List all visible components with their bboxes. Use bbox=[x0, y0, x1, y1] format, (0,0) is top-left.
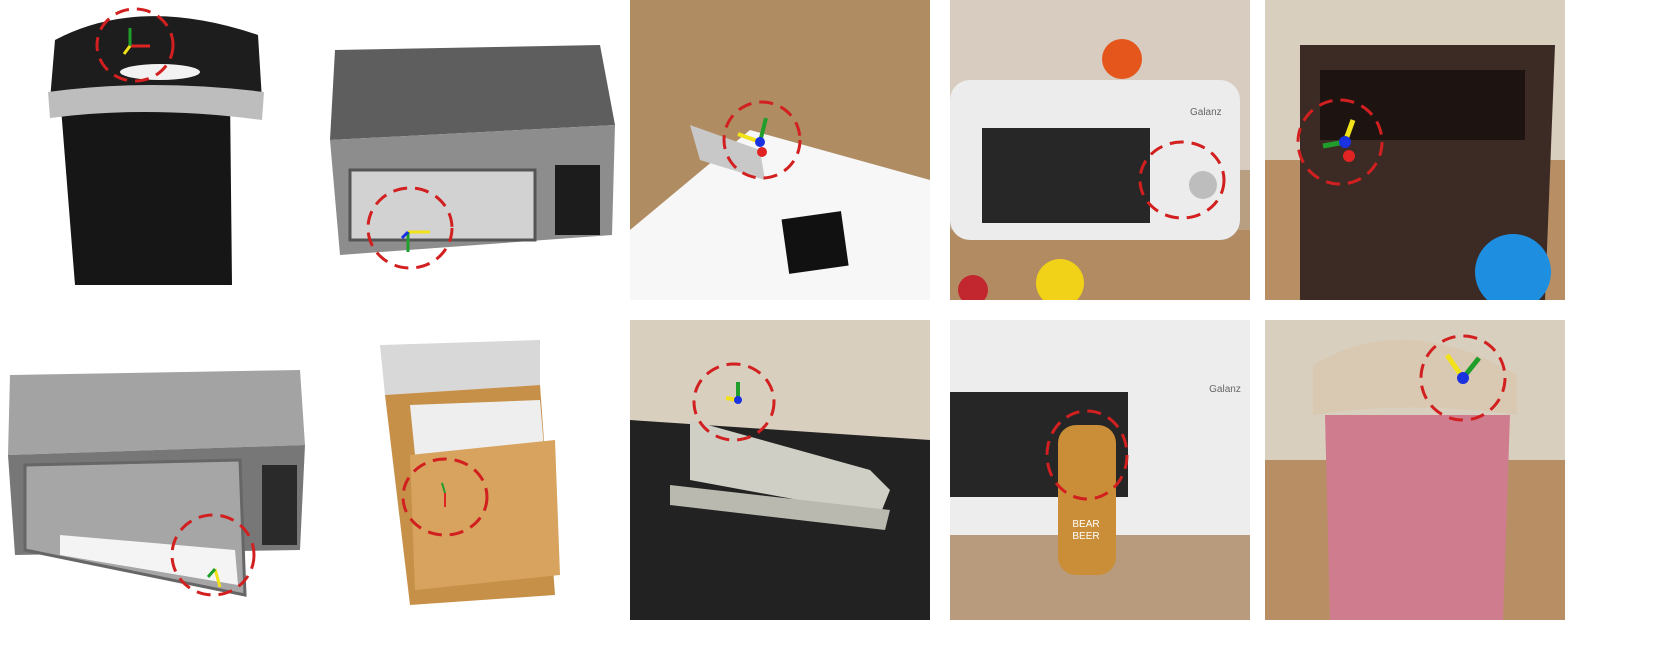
real-stapler-paper-image bbox=[630, 0, 930, 300]
real-pink-trash-can-image bbox=[1265, 320, 1565, 620]
sim-cabinet-image bbox=[380, 340, 560, 605]
pose-ring bbox=[722, 100, 802, 180]
sim-trash-can-image bbox=[48, 7, 264, 285]
real-microwave-fruit-image: Galanz bbox=[950, 0, 1250, 300]
sim-panel-cabinet bbox=[370, 325, 590, 615]
sim-microwave-image bbox=[330, 45, 615, 270]
sim-panel-microwave bbox=[320, 30, 620, 290]
pose-ring bbox=[95, 7, 175, 83]
can-label-bear: BEAR bbox=[1072, 519, 1099, 530]
pose-ring bbox=[692, 362, 776, 442]
pose-ring bbox=[366, 186, 454, 270]
real-panel-microwave-can: BEAR BEER Galanz bbox=[950, 320, 1250, 620]
sim-microwave-open-image bbox=[8, 370, 305, 597]
pose-ring bbox=[170, 513, 256, 597]
real-bedside-cabinet-image bbox=[1265, 0, 1565, 300]
pose-ring bbox=[1138, 140, 1226, 220]
can-label-beer: BEER bbox=[1072, 531, 1099, 542]
real-panel-bedside-cabinet bbox=[1265, 0, 1565, 300]
real-panel-stapler-paper bbox=[630, 0, 930, 300]
brand-label: Galanz bbox=[1209, 384, 1241, 395]
pose-ring bbox=[1419, 334, 1507, 422]
brand-label: Galanz bbox=[1190, 107, 1222, 118]
sim-panel-microwave-open bbox=[0, 355, 320, 635]
pose-ring bbox=[1045, 409, 1129, 501]
pose-ring bbox=[401, 457, 489, 537]
real-panel-microwave-fruit: Galanz bbox=[950, 0, 1250, 300]
pose-ring bbox=[1296, 98, 1384, 186]
sim-panel-trash-can bbox=[0, 0, 300, 320]
real-panel-stapler-cloth bbox=[630, 320, 930, 620]
real-stapler-cloth-image bbox=[630, 320, 930, 620]
real-panel-pink-trash-can bbox=[1265, 320, 1565, 620]
real-microwave-can-image: BEAR BEER Galanz bbox=[950, 320, 1250, 620]
